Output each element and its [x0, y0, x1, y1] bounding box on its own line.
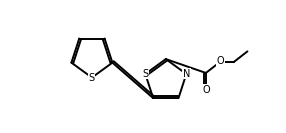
Text: O: O: [217, 56, 224, 66]
Text: O: O: [202, 85, 210, 95]
Text: S: S: [142, 69, 148, 79]
Text: S: S: [89, 73, 95, 83]
Text: N: N: [183, 69, 190, 79]
